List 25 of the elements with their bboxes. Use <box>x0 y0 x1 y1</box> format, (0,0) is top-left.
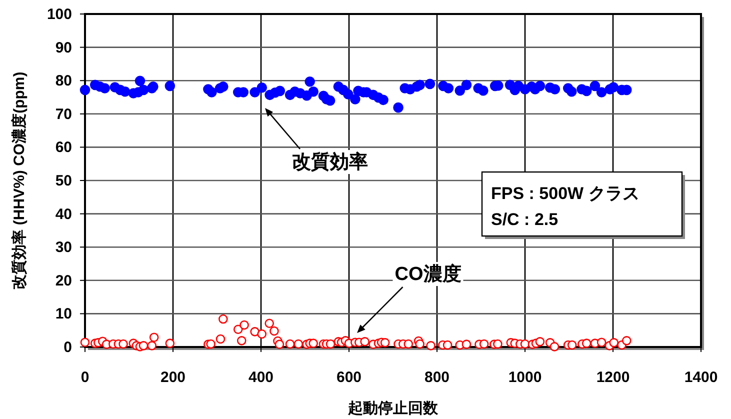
x-tick-label: 1400 <box>684 369 718 386</box>
x-tick-label: 600 <box>336 369 362 386</box>
x-tick-label: 1000 <box>508 369 542 386</box>
x-tick-label: 200 <box>160 369 186 386</box>
y-tick-label: 30 <box>55 239 72 256</box>
annotation: S/C : 2.5 <box>491 210 558 229</box>
y-tick-label: 40 <box>55 206 72 223</box>
y-tick-label: 80 <box>55 72 72 90</box>
x-tick-label: 0 <box>80 369 90 386</box>
annotation: FPS : 500W クラス <box>491 184 640 203</box>
y-tick-label: 70 <box>55 106 72 123</box>
x-tick-label: 800 <box>424 369 450 386</box>
y-tick-label: 100 <box>46 6 72 23</box>
y-tick-label: 60 <box>55 139 72 156</box>
y-tick-label: 90 <box>55 39 72 56</box>
x-tick-label: 400 <box>248 369 274 386</box>
x-tick-label: 1200 <box>596 369 630 386</box>
annotation: CO濃度 <box>394 263 462 285</box>
y-tick-label: 10 <box>55 306 72 323</box>
y-axis-title: 改質効率 (HHV%) CO濃度(ppm) <box>10 72 28 290</box>
y-tick-label: 20 <box>55 272 72 290</box>
y-tick-label: 0 <box>64 339 72 356</box>
annotation: 改質効率 <box>292 151 368 173</box>
y-tick-label: 50 <box>55 172 72 190</box>
x-axis-title: 起動停止回数 <box>347 400 439 417</box>
